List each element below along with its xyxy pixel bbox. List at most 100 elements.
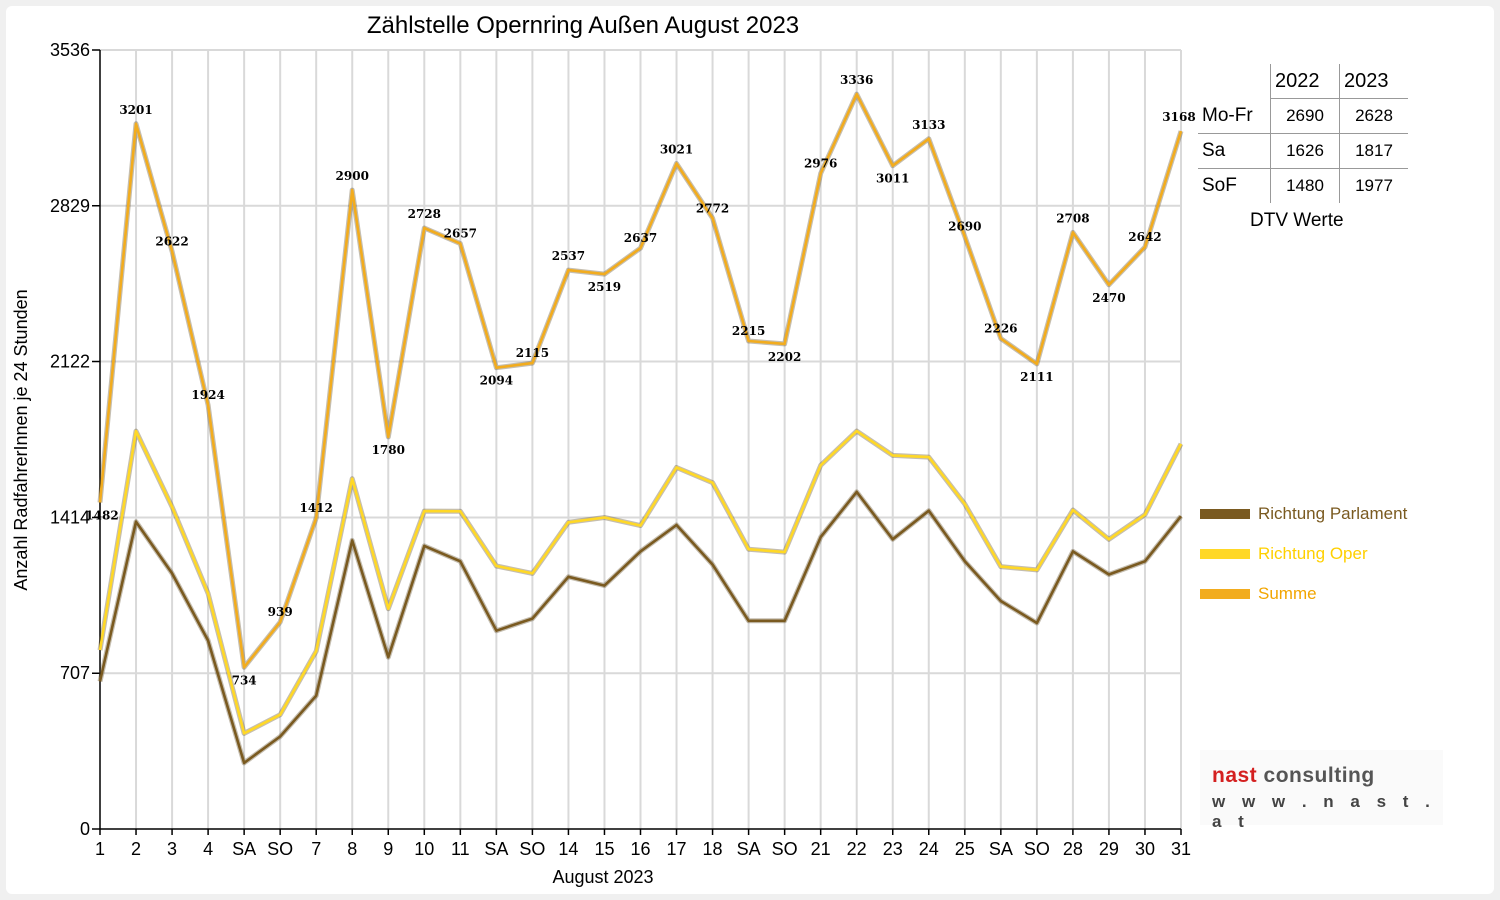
x-tick-label: 18 bbox=[703, 839, 723, 859]
logo-brand-rest: consulting bbox=[1257, 764, 1375, 787]
data-label: 1412 bbox=[299, 501, 332, 515]
chart-title: Zählstelle Opernring Außen August 2023 bbox=[366, 12, 800, 39]
logo-name: nast consulting bbox=[1212, 764, 1375, 788]
x-tick-label: 30 bbox=[1135, 839, 1155, 859]
data-label: 2470 bbox=[1092, 291, 1125, 305]
data-label: 1924 bbox=[191, 388, 224, 402]
series-lines bbox=[97, 91, 1184, 766]
data-label: 2202 bbox=[768, 350, 801, 364]
data-label: 2657 bbox=[444, 227, 477, 241]
dtv-row: Sa 1626 1817 bbox=[1198, 133, 1408, 169]
data-label: 2642 bbox=[1128, 230, 1161, 244]
data-label: 3133 bbox=[912, 118, 945, 132]
grid-lines bbox=[100, 49, 1182, 829]
dtv-row-label: Sa bbox=[1198, 133, 1271, 169]
legend: Richtung Parlament Richtung Oper Summe bbox=[1200, 494, 1407, 614]
data-label: 2637 bbox=[624, 231, 657, 245]
data-label: 2772 bbox=[696, 201, 729, 215]
dtv-row: SoF 1480 1977 bbox=[1198, 168, 1408, 203]
data-label: 2215 bbox=[732, 324, 765, 338]
legend-item-oper: Richtung Oper bbox=[1200, 534, 1407, 574]
x-tick-label: SA bbox=[232, 839, 256, 859]
legend-label: Richtung Parlament bbox=[1258, 504, 1408, 523]
data-label: 2094 bbox=[480, 374, 513, 388]
x-tick-label: 8 bbox=[347, 839, 357, 859]
data-label: 2537 bbox=[552, 249, 585, 263]
y-tick-label: 0 bbox=[80, 819, 90, 839]
x-tick-label: 21 bbox=[811, 839, 831, 859]
dtv-row: Mo-Fr 2690 2628 bbox=[1198, 98, 1408, 134]
data-label: 2622 bbox=[155, 234, 188, 248]
legend-item-parlament: Richtung Parlament bbox=[1200, 494, 1407, 534]
data-label: 2111 bbox=[1020, 370, 1053, 384]
x-tick-label: 1 bbox=[95, 839, 105, 859]
dtv-value: 1817 bbox=[1339, 133, 1408, 169]
data-label: 2976 bbox=[804, 156, 837, 170]
x-tick-label: 31 bbox=[1171, 839, 1191, 859]
x-tick-label: 23 bbox=[883, 839, 903, 859]
x-tick-label: SO bbox=[1024, 839, 1050, 859]
x-axis-title: August 2023 bbox=[552, 867, 653, 887]
x-tick-label: SO bbox=[772, 839, 798, 859]
x-tick-label: 7 bbox=[311, 839, 321, 859]
data-label: 1482 bbox=[85, 509, 118, 523]
x-tick-label: 15 bbox=[594, 839, 614, 859]
dtv-caption: DTV Werte bbox=[1250, 210, 1344, 231]
x-tick-label: 4 bbox=[203, 839, 213, 859]
x-tick-label: SA bbox=[989, 839, 1013, 859]
x-tick-label: 25 bbox=[955, 839, 975, 859]
dtv-corner bbox=[1198, 64, 1271, 99]
nast-consulting-logo: nast consulting w w w . n a s t . a t bbox=[1200, 750, 1443, 831]
data-label: 3336 bbox=[840, 73, 873, 87]
x-tick-label: 3 bbox=[167, 839, 177, 859]
y-tick-label: 3536 bbox=[50, 40, 90, 60]
dtv-value: 1626 bbox=[1270, 133, 1340, 169]
dtv-table: 2022 2023 Mo-Fr 2690 2628 Sa 1626 1817 S… bbox=[1198, 64, 1408, 203]
x-tick-label: 24 bbox=[919, 839, 939, 859]
x-tick-label: 17 bbox=[667, 839, 687, 859]
data-label: 3168 bbox=[1162, 110, 1195, 124]
series-line-oper bbox=[98, 429, 1183, 735]
x-tick-label: 9 bbox=[383, 839, 393, 859]
data-labels: 1482320126221924734939141229001780272826… bbox=[85, 73, 1195, 687]
data-label: 3201 bbox=[119, 103, 152, 117]
x-tick-label: SO bbox=[519, 839, 545, 859]
data-label: 1780 bbox=[372, 443, 405, 457]
data-label: 2115 bbox=[516, 346, 549, 360]
y-tick-label: 2122 bbox=[50, 352, 90, 372]
dtv-header-row: 2022 2023 bbox=[1198, 64, 1408, 99]
x-tick-label: 10 bbox=[414, 839, 434, 859]
data-label: 2708 bbox=[1056, 211, 1089, 225]
x-tick-label: SA bbox=[484, 839, 508, 859]
series-line-summe bbox=[98, 92, 1183, 669]
y-axis-title: Anzahl RadfahrerInnen je 24 Stunden bbox=[11, 289, 31, 590]
data-label: 2900 bbox=[336, 169, 369, 183]
logo-brand-red: nast bbox=[1212, 764, 1258, 787]
dtv-row-label: Mo-Fr bbox=[1198, 98, 1271, 134]
dtv-value: 1480 bbox=[1270, 168, 1340, 203]
dtv-value: 1977 bbox=[1339, 168, 1408, 203]
data-label: 3011 bbox=[876, 172, 909, 186]
legend-item-summe: Summe bbox=[1200, 574, 1407, 614]
dtv-value: 2628 bbox=[1339, 98, 1408, 134]
x-tick-label: SA bbox=[737, 839, 761, 859]
data-label: 939 bbox=[268, 605, 293, 619]
data-label: 2226 bbox=[984, 322, 1017, 336]
data-label: 3021 bbox=[660, 142, 693, 156]
x-tick-label: 11 bbox=[451, 839, 470, 859]
x-tick-label: 16 bbox=[630, 839, 650, 859]
dtv-year-2022: 2022 bbox=[1270, 64, 1340, 99]
y-tick-label: 1414 bbox=[50, 507, 90, 527]
dtv-value: 2690 bbox=[1270, 98, 1340, 134]
legend-label: Richtung Oper bbox=[1258, 544, 1368, 563]
legend-swatch bbox=[1200, 589, 1250, 599]
logo-url: w w w . n a s t . a t bbox=[1212, 792, 1436, 831]
y-tick-label: 707 bbox=[60, 663, 90, 683]
legend-swatch bbox=[1200, 549, 1250, 559]
dtv-row-label: SoF bbox=[1202, 175, 1237, 196]
legend-swatch bbox=[1200, 509, 1250, 519]
data-label: 2690 bbox=[948, 219, 981, 233]
x-tick-label: 28 bbox=[1063, 839, 1083, 859]
